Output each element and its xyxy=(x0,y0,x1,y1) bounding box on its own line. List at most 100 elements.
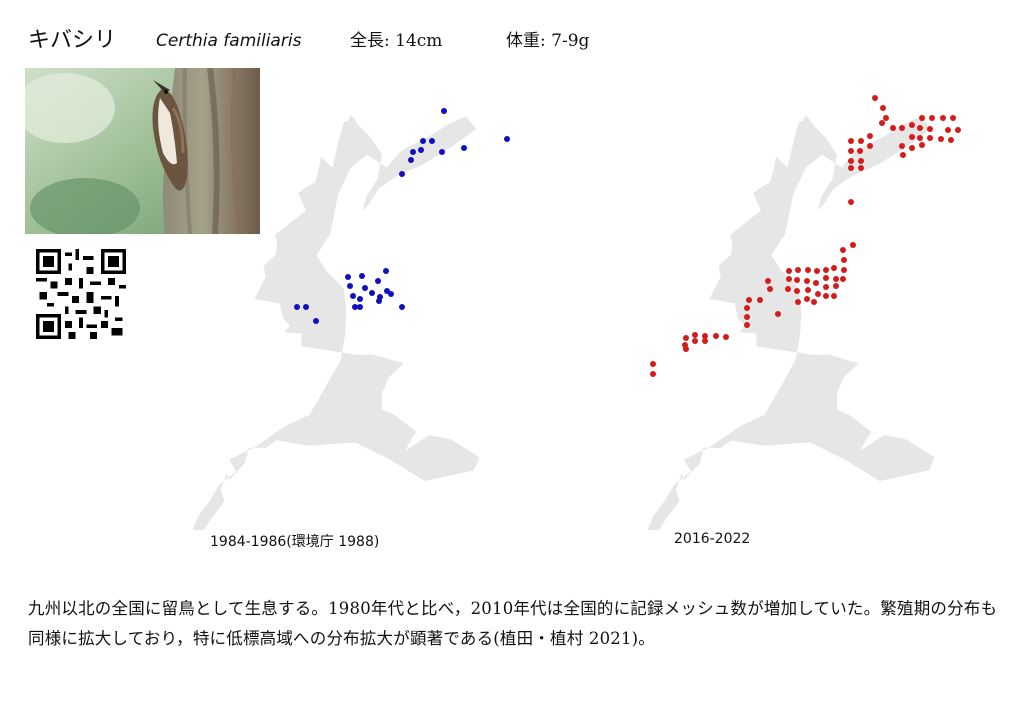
record-dot xyxy=(650,361,656,367)
record-dot xyxy=(786,268,792,274)
species-weight: 体重: 7-9g xyxy=(506,31,590,51)
record-dot xyxy=(794,277,800,283)
record-dot xyxy=(347,283,353,289)
record-dot xyxy=(369,290,375,296)
record-dot xyxy=(746,297,752,303)
record-dot xyxy=(919,115,925,121)
record-dot xyxy=(399,171,405,177)
record-dot xyxy=(362,285,368,291)
record-dot xyxy=(786,276,792,282)
record-dot xyxy=(418,147,424,153)
record-dot xyxy=(899,125,905,131)
record-dot xyxy=(831,293,837,299)
record-dot xyxy=(813,280,819,286)
record-dot xyxy=(461,145,467,151)
record-dot xyxy=(439,149,445,155)
record-dot xyxy=(814,268,820,274)
record-dot xyxy=(785,286,791,292)
record-dot xyxy=(833,283,839,289)
record-dot xyxy=(848,199,854,205)
record-dot xyxy=(376,298,382,304)
record-dot xyxy=(858,165,864,171)
record-dot xyxy=(765,278,771,284)
record-dot xyxy=(833,276,839,282)
record-dot xyxy=(805,267,811,273)
record-dot xyxy=(841,257,847,263)
japan-land xyxy=(192,115,480,530)
species-name-scientific: Certhia familiaris xyxy=(156,31,302,51)
record-dot xyxy=(375,278,381,284)
record-dot xyxy=(429,138,435,144)
record-dot xyxy=(879,120,885,126)
record-dot xyxy=(794,288,800,294)
record-dot xyxy=(357,304,363,310)
record-dot xyxy=(723,334,729,340)
japan-land xyxy=(647,115,935,530)
record-dot xyxy=(857,148,863,154)
record-dot xyxy=(858,138,864,144)
record-dot xyxy=(811,299,817,305)
record-dots xyxy=(294,108,510,324)
record-dot xyxy=(858,158,864,164)
distribution-map-2016 xyxy=(647,95,961,530)
record-dot xyxy=(388,291,394,297)
record-dot xyxy=(867,133,873,139)
record-dot xyxy=(744,314,750,320)
record-dot xyxy=(650,371,656,377)
species-length: 全長: 14cm xyxy=(350,31,443,51)
record-dot xyxy=(702,333,708,339)
record-dot xyxy=(313,318,319,324)
record-dot xyxy=(408,157,414,163)
record-dot xyxy=(850,242,856,248)
record-dot xyxy=(955,127,961,133)
record-dot xyxy=(929,115,935,121)
record-dot xyxy=(692,332,698,338)
record-dot xyxy=(744,305,750,311)
period-label-2016: 2016-2022 xyxy=(674,531,751,547)
record-dot xyxy=(867,143,873,149)
record-dot xyxy=(441,108,447,114)
record-dot xyxy=(744,322,750,328)
record-dot xyxy=(909,134,915,140)
record-dot xyxy=(767,286,773,292)
record-dot xyxy=(840,247,846,253)
record-dot xyxy=(804,296,810,302)
record-dot xyxy=(938,136,944,142)
record-dot xyxy=(950,115,956,121)
record-dot xyxy=(840,276,846,282)
record-dot xyxy=(823,275,829,281)
record-dot xyxy=(890,125,896,131)
record-dot xyxy=(909,122,915,128)
record-dot xyxy=(757,297,763,303)
record-dot xyxy=(848,138,854,144)
record-dot xyxy=(410,149,416,155)
distribution-map-1984 xyxy=(192,108,510,530)
record-dot xyxy=(359,273,365,279)
record-dot xyxy=(795,267,801,273)
record-dot xyxy=(945,127,951,133)
period-label-1984: 1984-1986(環境庁 1988) xyxy=(210,534,380,550)
record-dot xyxy=(775,311,781,317)
record-dot xyxy=(917,135,923,141)
record-dot xyxy=(872,95,878,101)
record-dot xyxy=(848,165,854,171)
record-dot xyxy=(692,338,698,344)
record-dot xyxy=(383,268,389,274)
record-dot xyxy=(917,125,923,131)
record-dot xyxy=(823,284,829,290)
record-dot xyxy=(815,291,821,297)
record-dot xyxy=(927,126,933,132)
record-dot xyxy=(900,152,906,158)
record-dot xyxy=(352,304,358,310)
species-name-japanese: キバシリ xyxy=(28,28,117,53)
record-dot xyxy=(940,115,946,121)
record-dot xyxy=(795,299,801,305)
record-dot xyxy=(804,278,810,284)
record-dot xyxy=(420,138,426,144)
qr-code[interactable] xyxy=(36,249,126,339)
record-dot xyxy=(823,293,829,299)
record-dot xyxy=(831,265,837,271)
record-dot xyxy=(919,142,925,148)
record-dot xyxy=(927,135,933,141)
record-dot xyxy=(504,136,510,142)
